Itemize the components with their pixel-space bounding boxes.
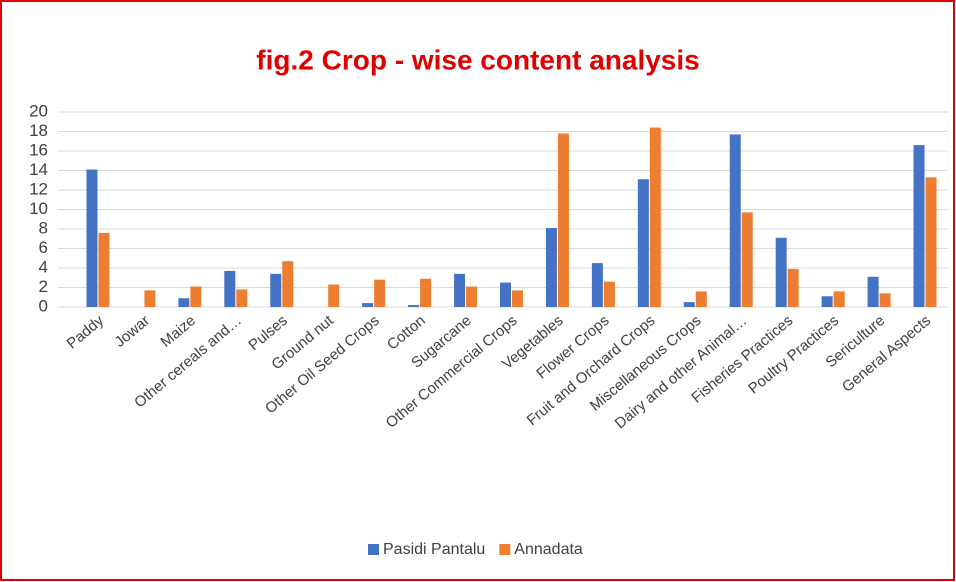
bar	[637, 179, 649, 307]
bar	[867, 276, 879, 307]
y-tick-label: 20	[29, 101, 48, 120]
y-tick-label: 2	[39, 277, 48, 296]
legend-label: Pasidi Pantalu	[383, 541, 485, 558]
y-tick-label: 16	[29, 140, 48, 159]
bar	[879, 293, 891, 307]
bar	[833, 291, 845, 307]
bar	[408, 305, 420, 307]
bar	[466, 286, 478, 307]
y-tick-label: 18	[29, 121, 48, 140]
bar	[86, 169, 98, 307]
bar	[362, 303, 374, 307]
bar	[775, 237, 787, 307]
bar	[741, 212, 753, 307]
bar	[224, 270, 236, 307]
y-tick-label: 10	[29, 199, 48, 218]
bar	[500, 282, 511, 307]
bar	[512, 290, 523, 307]
legend-label: Annadata	[514, 541, 583, 558]
bar	[282, 261, 294, 307]
legend-swatch	[368, 544, 379, 555]
bar	[695, 291, 707, 307]
bar	[925, 177, 937, 307]
bar	[178, 298, 190, 307]
bar	[545, 228, 557, 307]
y-tick-label: 0	[39, 296, 48, 315]
bar	[420, 278, 432, 307]
bar	[591, 263, 603, 307]
bar	[683, 302, 695, 307]
y-tick-label: 8	[39, 218, 48, 237]
bar	[236, 289, 248, 307]
bar	[374, 279, 386, 307]
bar	[729, 134, 741, 307]
bar	[454, 273, 466, 307]
bar	[328, 284, 340, 307]
y-tick-label: 12	[29, 179, 48, 198]
bar	[603, 281, 615, 307]
bar	[144, 290, 156, 307]
bar	[649, 127, 661, 307]
legend-swatch	[499, 544, 511, 555]
bar	[98, 232, 110, 307]
y-tick-label: 14	[29, 160, 48, 179]
bar	[821, 296, 833, 307]
bar	[787, 268, 799, 307]
chart-title: fig.2 Crop - wise content analysis	[256, 44, 699, 75]
y-tick-label: 4	[39, 257, 48, 276]
bar	[913, 145, 925, 307]
y-tick-label: 6	[39, 238, 48, 257]
bar	[270, 273, 282, 307]
bar	[190, 286, 202, 307]
bar	[557, 133, 569, 307]
